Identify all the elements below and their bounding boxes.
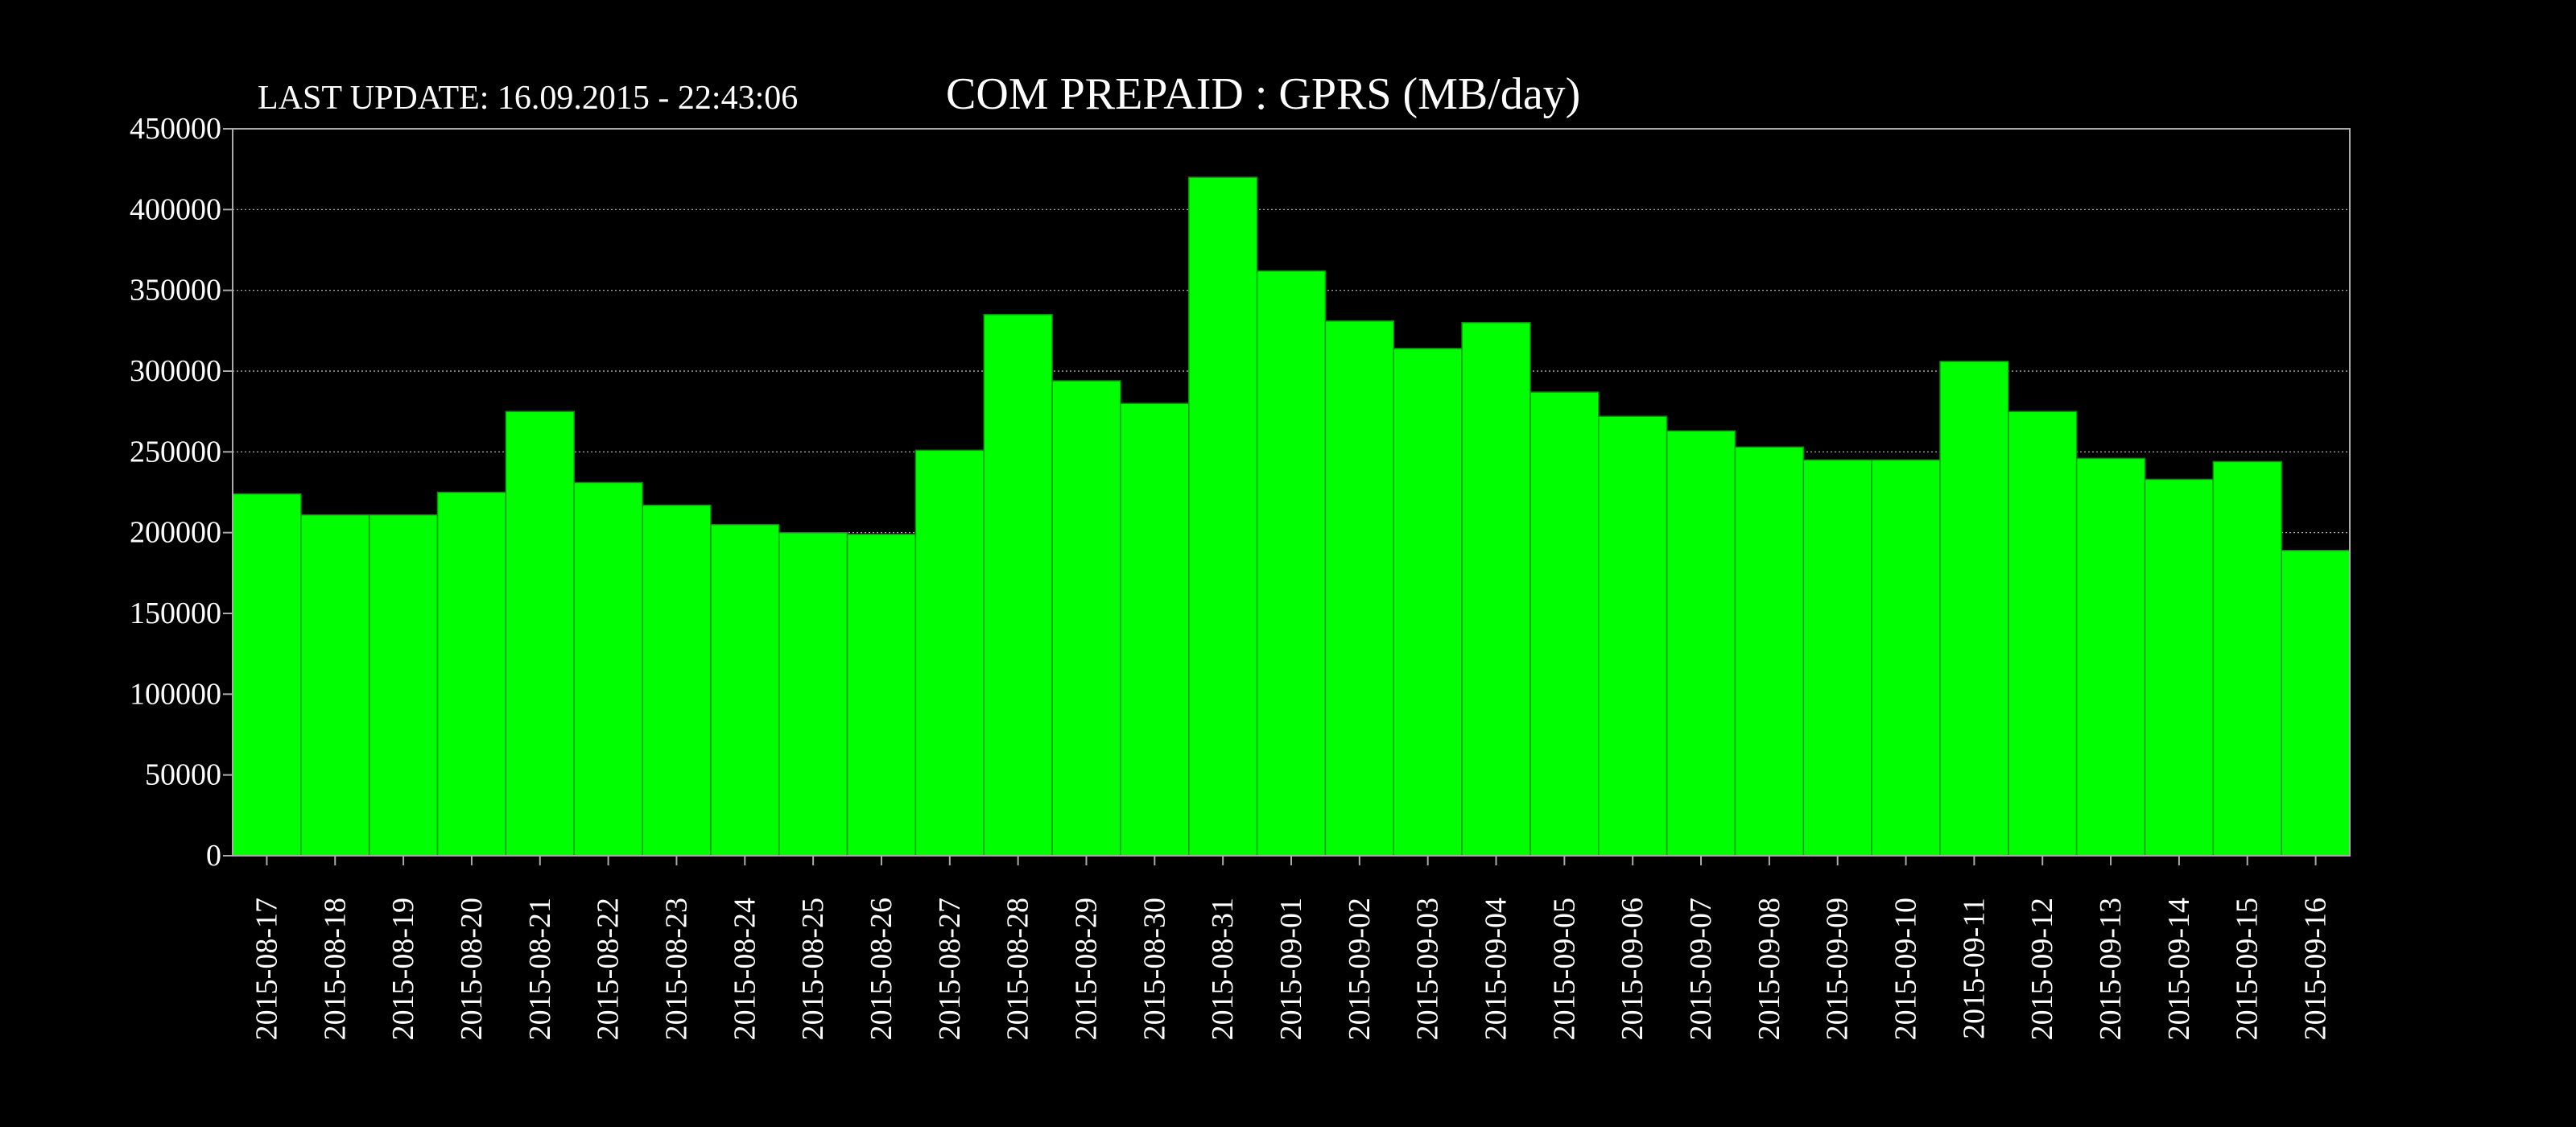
- bar: [2281, 549, 2351, 857]
- x-tick-label: 2015-08-18: [318, 898, 352, 1040]
- bar: [436, 491, 507, 857]
- bar: [642, 504, 712, 857]
- chart-title: COM PREPAID : GPRS (MB/day): [946, 69, 1580, 119]
- bar: [1187, 176, 1258, 857]
- bar: [1939, 361, 2009, 857]
- x-tick-label: 2015-08-26: [865, 898, 898, 1040]
- x-tick-label: 2015-08-19: [386, 898, 420, 1040]
- x-tick-label: 2015-09-08: [1752, 898, 1786, 1040]
- y-axis-ticks: 0 50000 100000 150000 200000 250000 300000 3500…: [130, 112, 233, 873]
- x-tick-label: 2015-09-09: [1821, 898, 1855, 1040]
- x-tick-label: 2015-09-06: [1616, 898, 1649, 1040]
- bar: [1120, 402, 1190, 857]
- bar: [1324, 320, 1395, 857]
- y-tick-label: 250000: [130, 435, 221, 469]
- x-tick-label: 2015-08-28: [1001, 898, 1035, 1040]
- x-tick-label: 2015-08-20: [455, 898, 489, 1040]
- x-tick-label: 2015-08-31: [1206, 898, 1240, 1040]
- bar: [1734, 446, 1805, 857]
- x-tick-label: 2015-09-16: [2299, 898, 2333, 1040]
- x-tick-label: 2015-09-15: [2231, 898, 2264, 1040]
- y-tick-label: 350000: [130, 274, 221, 308]
- bar: [710, 523, 780, 857]
- bar: [1461, 322, 1531, 857]
- bar: [573, 481, 643, 857]
- x-tick-label: 2015-09-03: [1411, 898, 1445, 1040]
- x-tick-label: 2015-09-04: [1480, 898, 1513, 1040]
- bar: [2008, 411, 2078, 857]
- x-tick-label: 2015-09-14: [2162, 898, 2196, 1040]
- y-tick-label: 300000: [130, 354, 221, 388]
- bar: [2144, 478, 2215, 857]
- bar: [846, 533, 917, 857]
- x-tick-label: 2015-09-02: [1343, 898, 1377, 1040]
- x-tick-label: 2015-08-17: [250, 898, 283, 1040]
- x-tick-label: 2015-09-07: [1684, 898, 1718, 1040]
- x-tick-label: 2015-08-25: [796, 898, 830, 1040]
- bar: [2212, 460, 2282, 857]
- bars: [232, 176, 2351, 857]
- y-tick-label: 100000: [130, 677, 221, 711]
- x-tick-label: 2015-08-29: [1069, 898, 1103, 1040]
- y-tick-label: 200000: [130, 516, 221, 550]
- bar: [914, 449, 985, 857]
- x-tick-label: 2015-09-13: [2094, 898, 2128, 1040]
- x-tick-label: 2015-09-10: [1889, 898, 1923, 1040]
- x-tick-label: 2015-08-22: [592, 898, 625, 1040]
- bar: [1530, 391, 1600, 857]
- x-tick-label: 2015-08-23: [659, 898, 693, 1040]
- x-tick-label: 2015-08-30: [1137, 898, 1171, 1040]
- bar: [1598, 415, 1668, 857]
- x-axis-ticks: 2015-08-17 2015-08-18 2015-08-19 2015-08-20…: [250, 856, 2333, 1040]
- bar: [1802, 459, 1872, 857]
- bar: [1051, 380, 1121, 857]
- y-tick-label: 50000: [145, 758, 221, 792]
- bar: [232, 493, 302, 857]
- bar: [2075, 457, 2146, 857]
- x-tick-label: 2015-09-05: [1547, 898, 1581, 1040]
- last-update-text: LAST UPDATE: 16.09.2015 - 22:43:06: [258, 80, 798, 117]
- y-tick-label: 150000: [130, 597, 221, 630]
- bar: [1871, 459, 1941, 857]
- x-tick-label: 2015-08-27: [933, 898, 967, 1040]
- x-tick-label: 2015-08-21: [523, 898, 557, 1040]
- y-tick-label: 450000: [130, 112, 221, 146]
- bar: [300, 514, 370, 857]
- bar: [505, 411, 575, 857]
- x-tick-label: 2015-08-24: [728, 898, 762, 1040]
- bar: [778, 531, 848, 857]
- x-tick-label: 2015-09-12: [2025, 898, 2059, 1040]
- x-tick-label: 2015-09-11: [1957, 898, 1991, 1039]
- y-tick-label: 0: [206, 839, 221, 873]
- bar: [1666, 430, 1736, 857]
- bar: [1393, 348, 1463, 857]
- bar: [983, 314, 1053, 857]
- bar: [368, 514, 439, 857]
- x-tick-label: 2015-09-01: [1274, 898, 1308, 1040]
- bar: [1256, 270, 1327, 857]
- y-tick-label: 400000: [130, 192, 221, 226]
